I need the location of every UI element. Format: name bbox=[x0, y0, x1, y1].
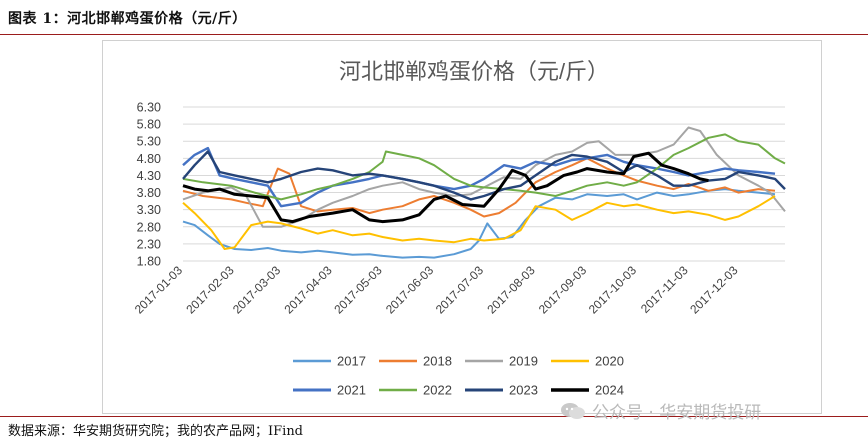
y-tick-label: 2.80 bbox=[137, 220, 161, 234]
line-chart: 河北邯郸鸡蛋价格（元/斤） 1.80 2.30 2.80 3.30 3.80 4.30 4.8… bbox=[132, 59, 786, 398]
y-tick-label: 4.30 bbox=[137, 169, 161, 183]
series-line-2024 bbox=[182, 151, 709, 224]
series-line-2022 bbox=[182, 133, 786, 201]
legend-label-2022: 2022 bbox=[423, 383, 452, 398]
x-tick-label: 2017-12-03 bbox=[687, 263, 741, 317]
series-line-2020 bbox=[182, 195, 776, 250]
y-tick-label: 3.30 bbox=[137, 203, 161, 217]
top-rule bbox=[0, 34, 868, 35]
legend-label-2021: 2021 bbox=[337, 383, 366, 398]
x-tick-label: 2017-05-03 bbox=[331, 263, 385, 317]
x-tick-label: 2017-08-03 bbox=[484, 263, 538, 317]
y-tick-label: 3.80 bbox=[137, 186, 161, 200]
x-tick-label: 2017-09-03 bbox=[536, 263, 590, 317]
x-tick-label: 2017-01-03 bbox=[132, 263, 186, 317]
x-tick-label: 2017-03-03 bbox=[230, 263, 284, 317]
legend-label-2017: 2017 bbox=[337, 354, 366, 369]
figure-caption: 图表 1：河北邯郸鸡蛋价格（元/斤） bbox=[8, 11, 247, 27]
source-note: 数据来源：华安期货研究院；我的农产品网；IFind bbox=[8, 424, 304, 439]
y-tick-label: 5.80 bbox=[137, 118, 161, 132]
x-tick-label: 2017-11-03 bbox=[638, 263, 691, 316]
x-tick-label: 2017-06-03 bbox=[383, 263, 437, 317]
y-tick-label: 6.30 bbox=[137, 101, 161, 115]
y-tick-label: 5.30 bbox=[137, 135, 161, 149]
bottom-rule bbox=[0, 416, 868, 417]
legend-label-2019: 2019 bbox=[509, 354, 538, 369]
legend-label-2023: 2023 bbox=[509, 383, 538, 398]
series-line-2023 bbox=[182, 150, 786, 201]
x-tick-label: 2017-10-03 bbox=[586, 263, 640, 317]
legend-label-2024: 2024 bbox=[595, 383, 624, 398]
watermark: 公众号 · 华安期货投研 bbox=[560, 398, 761, 423]
x-tick-label: 2017-02-03 bbox=[183, 263, 237, 317]
chart-frame: 河北邯郸鸡蛋价格（元/斤） 1.80 2.30 2.80 3.30 3.80 4.30 4.8… bbox=[102, 40, 822, 414]
wechat-icon bbox=[561, 402, 585, 419]
y-tick-label: 4.80 bbox=[137, 152, 161, 166]
legend-label-2020: 2020 bbox=[595, 354, 624, 369]
legend-label-2018: 2018 bbox=[423, 354, 452, 369]
series-line-2018 bbox=[182, 157, 776, 218]
x-tick-label: 2017-04-03 bbox=[281, 263, 335, 317]
watermark-text: 公众号 · 华安期货投研 bbox=[592, 403, 762, 423]
chart-title: 河北邯郸鸡蛋价格（元/斤） bbox=[339, 59, 609, 84]
y-tick-label: 1.80 bbox=[137, 255, 161, 269]
x-tick-label: 2017-07-03 bbox=[433, 263, 487, 317]
y-tick-label: 2.30 bbox=[137, 237, 161, 251]
series-line-2017 bbox=[182, 188, 776, 259]
